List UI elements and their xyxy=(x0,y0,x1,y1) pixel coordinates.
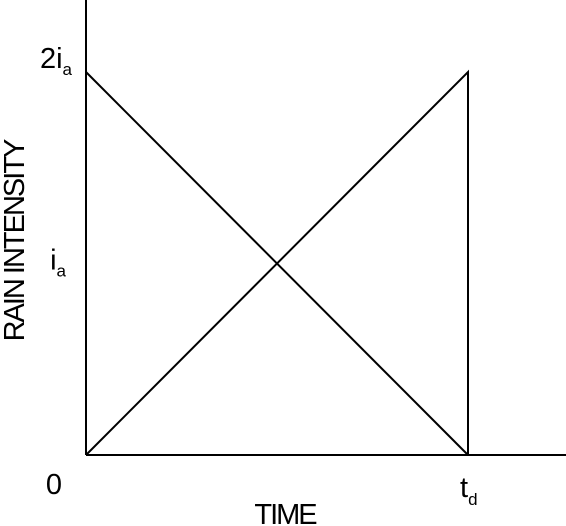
x-tick-label-td: td xyxy=(460,472,478,509)
x-tick-subscript: d xyxy=(468,490,477,509)
y-tick-label-2ia: 2ia xyxy=(40,43,73,79)
y-tick-label-ia: ia xyxy=(50,245,66,281)
x-axis-label: TIME xyxy=(254,499,317,526)
x-tick-base: t xyxy=(460,472,468,504)
y-axis-label: RAIN INTENSITY xyxy=(0,139,31,341)
x-tick-label-0: 0 xyxy=(46,469,62,501)
y-tick-subscript: a xyxy=(57,262,67,281)
y-tick-subscript: a xyxy=(63,60,73,79)
y-tick-base: 2i xyxy=(40,43,63,75)
y-tick-base: i xyxy=(50,245,56,277)
series-layer xyxy=(85,69,469,456)
series-line-2 xyxy=(85,69,469,456)
